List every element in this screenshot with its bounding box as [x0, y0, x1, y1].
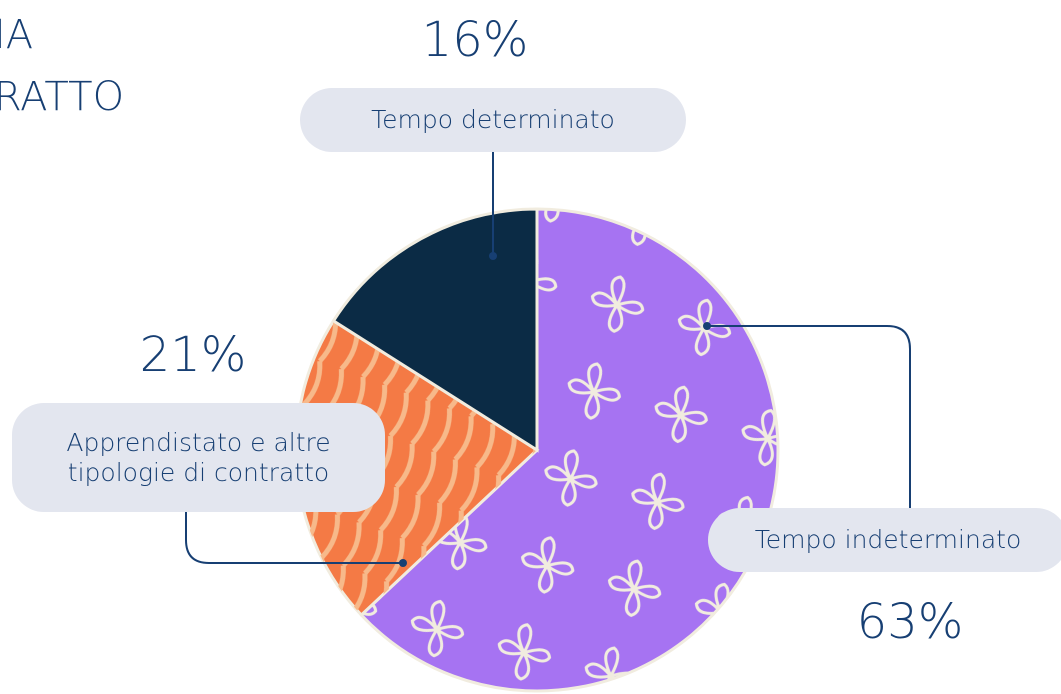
leader-dot	[399, 559, 407, 567]
category-label: Apprendistato e altre tipologie di contr…	[12, 403, 385, 512]
chart-title: IA RATTO	[0, 4, 124, 128]
page: {"chart_data": {"type": "pie", "title": …	[0, 0, 1061, 694]
category-label: Tempo indeterminato	[708, 508, 1061, 572]
value-label: 16%	[422, 12, 529, 68]
category-label: Tempo determinato	[300, 88, 686, 152]
value-label: 21%	[140, 327, 247, 383]
leader-dot	[489, 252, 497, 260]
leader-dot	[703, 322, 711, 330]
value-label: 63%	[857, 594, 964, 650]
